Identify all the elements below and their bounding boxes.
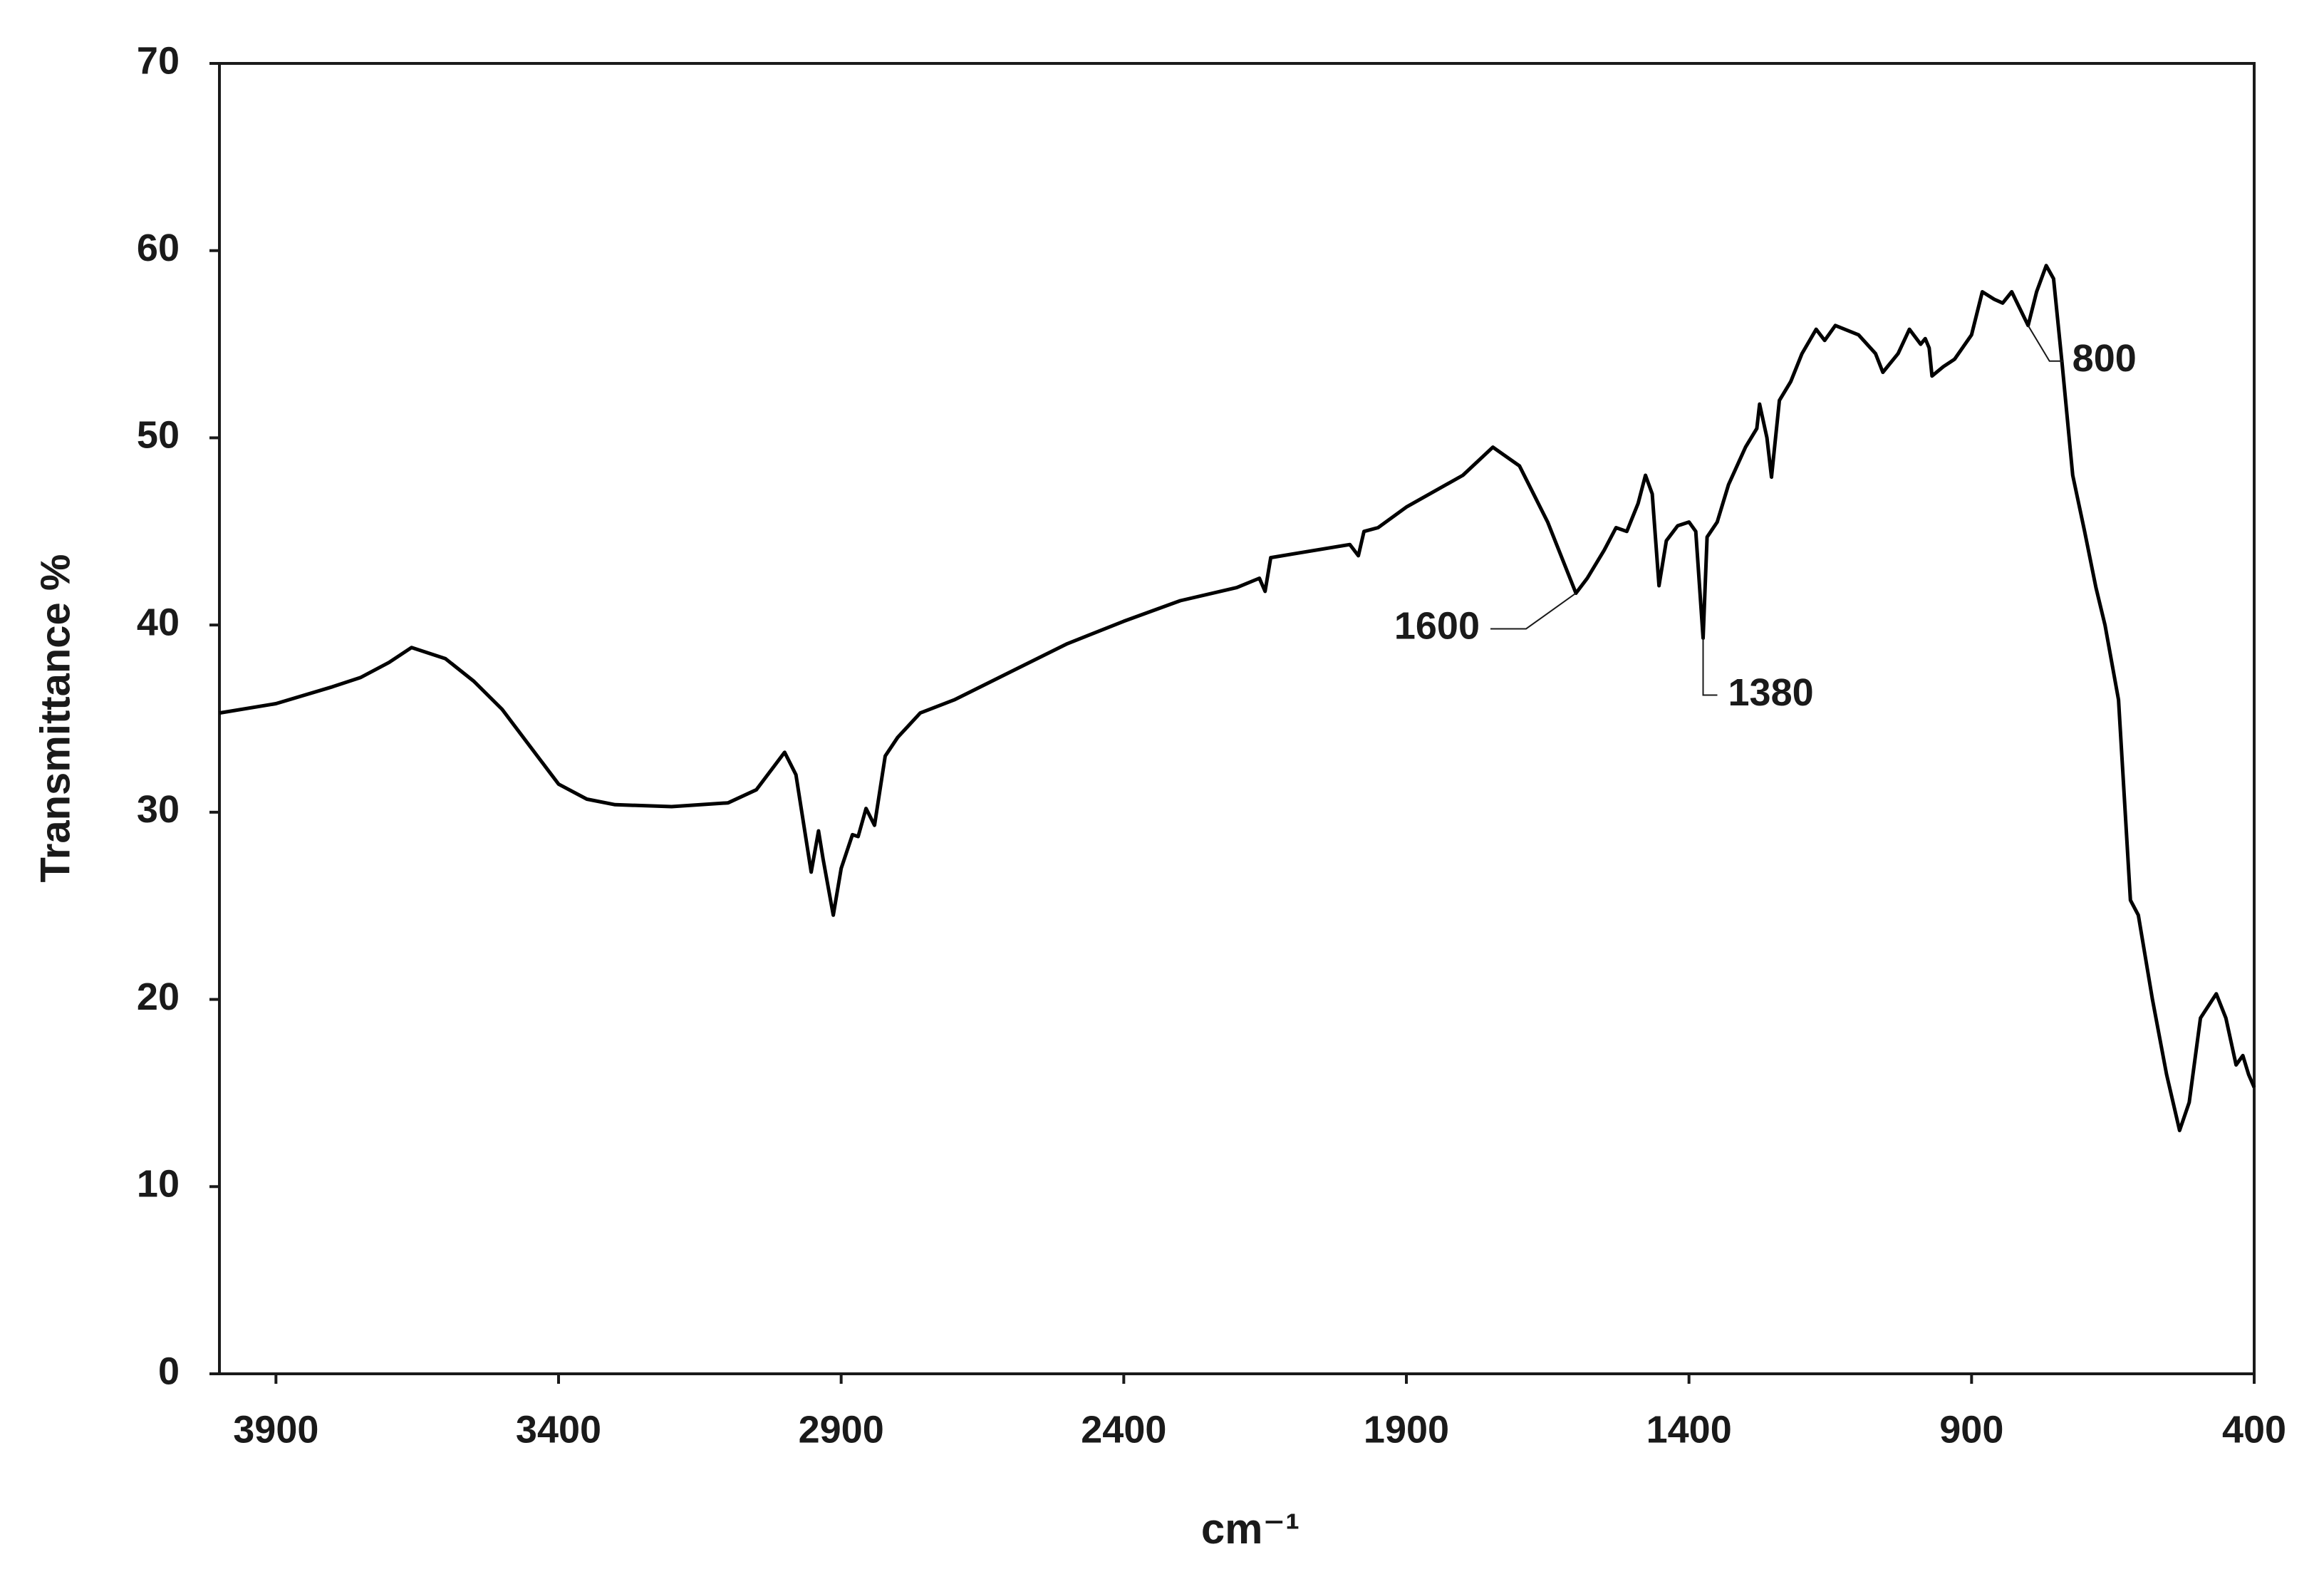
- y-tick-label: 0: [158, 1350, 180, 1392]
- annotation-label: 800: [2073, 337, 2137, 380]
- x-tick-label: 900: [1939, 1408, 2003, 1451]
- x-tick-label: 2400: [1081, 1408, 1166, 1451]
- y-tick-label: 30: [137, 788, 180, 831]
- annotation-label: 1600: [1394, 605, 1480, 648]
- x-tick-label: 2900: [799, 1408, 884, 1451]
- y-tick-label: 10: [137, 1163, 180, 1206]
- annotation-leader: [1702, 638, 1718, 696]
- y-tick-label: 50: [137, 414, 180, 457]
- x-tick-label: 1900: [1364, 1408, 1449, 1451]
- y-tick-label: 70: [137, 39, 180, 82]
- spectrum-line: [219, 264, 2256, 1132]
- plot-frame: [218, 62, 2256, 1375]
- annotation-leader: [2027, 325, 2064, 362]
- x-tick-label: 3400: [516, 1408, 601, 1451]
- annotation-leader: [1490, 592, 1577, 630]
- x-tick-label: 400: [2222, 1408, 2286, 1451]
- x-tick-label: 3900: [233, 1408, 318, 1451]
- annotation-label: 1380: [1728, 671, 1814, 714]
- y-tick-label: 20: [137, 975, 180, 1018]
- y-axis-label: Transmittance %: [32, 554, 78, 883]
- y-tick-label: 40: [137, 601, 180, 643]
- y-tick-label: 60: [137, 227, 180, 269]
- x-axis-label: cm⁻¹: [1201, 1505, 1300, 1553]
- x-tick-label: 1400: [1646, 1408, 1732, 1451]
